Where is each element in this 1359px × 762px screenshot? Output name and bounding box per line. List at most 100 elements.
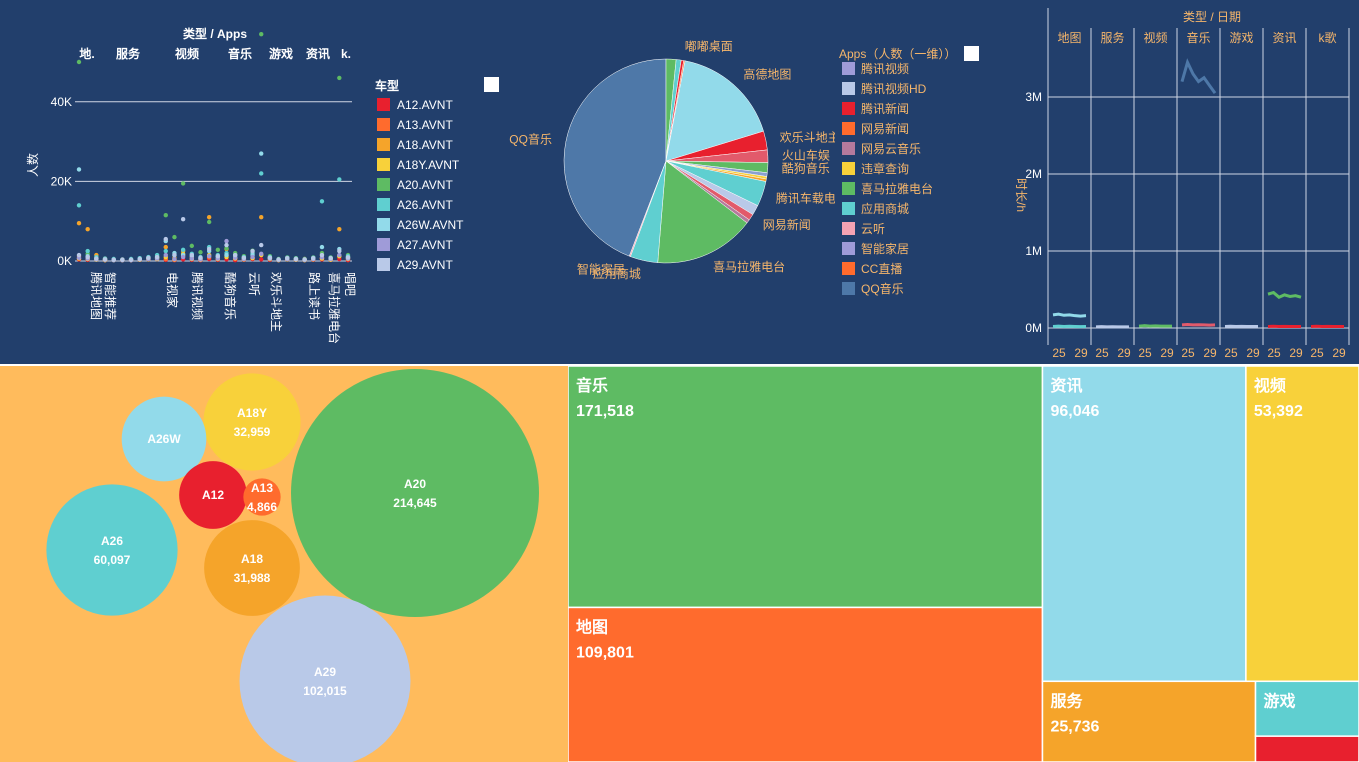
legend-item-label[interactable]: A26.AVNT: [397, 198, 453, 212]
pie-slice-label: 嘟嘟桌面: [685, 40, 733, 54]
legend-swatch: [377, 178, 390, 191]
scatter-point: [163, 213, 168, 218]
lines-facet-label: 资讯: [1272, 31, 1296, 45]
bubble-label: A13: [251, 481, 273, 495]
legend-item-label[interactable]: A18.AVNT: [397, 138, 453, 152]
apps-legend-item-label[interactable]: 喜马拉雅电台: [861, 181, 933, 196]
lines-y-tick-label: 2M: [1025, 167, 1042, 181]
legend-swatch: [377, 238, 390, 251]
pie-slice[interactable]: [628, 160, 667, 257]
apps-legend-item-label[interactable]: CC直播: [861, 262, 902, 276]
treemap-cell[interactable]: [1254, 680, 1359, 737]
treemap-cell[interactable]: [1041, 366, 1247, 683]
scatter-x-tick-label: 酷狗音乐: [223, 272, 238, 320]
scatter-point: [76, 252, 82, 258]
scatter-point: [328, 256, 333, 261]
lines-x-tick-label: 25: [1267, 346, 1281, 360]
bubble[interactable]: [243, 478, 281, 516]
scatter-point: [259, 215, 264, 220]
lines-facet-label: 视频: [1143, 30, 1167, 45]
scatter-point: [198, 255, 203, 261]
pie-slice-label: 应用商城: [593, 266, 641, 281]
bubble[interactable]: [203, 373, 301, 471]
bubble-chart: A20 214,645 A29 102,015 A26 60,097 A18Y 32,959 A…: [46, 369, 539, 762]
scatter-point: [276, 257, 281, 262]
apps-legend-item-label[interactable]: 违章查询: [861, 161, 909, 176]
apps-legend-item-label[interactable]: 网易新闻: [861, 121, 909, 136]
legend-item-label[interactable]: A18Y.AVNT: [397, 158, 460, 172]
apps-legend-item-label[interactable]: 网易云音乐: [861, 141, 921, 156]
scatter-point: [337, 252, 342, 258]
lines-x-tick-label: 29: [1160, 346, 1174, 360]
pie-slice-label: 腾讯车载电台: [776, 190, 835, 205]
lines-series: [1181, 323, 1216, 327]
pie-slice[interactable]: [657, 160, 748, 264]
apps-legend-item-label[interactable]: 应用商城: [861, 201, 909, 216]
apps-legend-item-label[interactable]: 智能家居: [861, 241, 909, 256]
treemap-cell-label: 地图: [576, 617, 608, 636]
apps-legend-item-label[interactable]: 腾讯视频: [861, 61, 909, 76]
apps-legend-item-label[interactable]: 腾讯新闻: [861, 101, 909, 116]
legend-item-label[interactable]: A13.AVNT: [397, 118, 453, 132]
lines-facet-label: 游戏: [1229, 31, 1253, 45]
scatter-facet-label: 游戏: [269, 46, 293, 61]
bubble[interactable]: [239, 595, 411, 762]
bubble[interactable]: [204, 520, 300, 616]
pie-slice-label: QQ音乐: [509, 132, 552, 147]
scatter-x-tick-label: 唱吧: [343, 272, 357, 296]
lines-x-tick-label: 29: [1246, 346, 1260, 360]
scatter-point: [345, 255, 351, 260]
pie-slice-label: 酷狗音乐: [782, 161, 830, 176]
scatter-point: [250, 254, 255, 260]
bubble[interactable]: [121, 396, 207, 482]
legend-swatch: [377, 98, 390, 111]
pie-chart: QQ音乐 嘟嘟桌面高德地图欢乐斗地主火山车娱酷狗音乐腾讯车载电台网易新闻喜马拉雅电…: [509, 40, 835, 282]
treemap-cell[interactable]: [568, 366, 1044, 609]
apps-legend-toggle-box[interactable]: [964, 46, 979, 61]
legend-item-label[interactable]: A20.AVNT: [397, 178, 453, 192]
apps-legend-swatch: [842, 82, 855, 95]
apps-legend-item-label[interactable]: 云听: [861, 222, 885, 236]
apps-legend-item-label[interactable]: 腾讯视频HD: [861, 81, 927, 96]
legend-toggle-box[interactable]: [484, 77, 499, 92]
pie-slice[interactable]: [563, 58, 667, 257]
bubble-label: A20: [404, 477, 426, 491]
scatter-point: [180, 254, 186, 260]
scatter-point: [172, 252, 177, 258]
bubble[interactable]: [46, 484, 178, 616]
scatter-point: [163, 244, 168, 250]
treemap-cell[interactable]: [568, 606, 1044, 762]
pie-slice[interactable]: [665, 60, 764, 162]
apps-legend-item-label[interactable]: QQ音乐: [861, 281, 904, 296]
scatter-title: 类型 / Apps: [183, 26, 247, 41]
lines-x-tick-label: 29: [1289, 346, 1303, 360]
treemap-cell[interactable]: [1041, 680, 1257, 762]
bubble[interactable]: [291, 369, 539, 617]
scatter-y-axis-label: 人数: [25, 153, 40, 177]
lines-y-axis-label: 时长/h: [1014, 178, 1028, 212]
scatter-point: [311, 256, 316, 261]
legend-item-label[interactable]: A27.AVNT: [397, 238, 453, 252]
scatter-y-tick-label: 40K: [51, 95, 72, 109]
apps-legend-swatch: [842, 62, 855, 75]
scatter-point: [259, 171, 264, 176]
scatter-point: [94, 256, 99, 261]
treemap-cell[interactable]: [1245, 366, 1359, 683]
scatter-point: [206, 254, 212, 259]
scatter-point: [293, 256, 299, 262]
scatter-point: [137, 256, 142, 262]
legend-item-label[interactable]: A29.AVNT: [397, 258, 453, 272]
apps-legend-swatch: [842, 122, 855, 135]
scatter-point: [250, 248, 255, 254]
treemap-cell[interactable]: [1254, 735, 1359, 762]
scatter-point: [189, 256, 195, 261]
scatter-point: [259, 151, 264, 156]
legend-swatch: [377, 218, 390, 231]
legend-item-label[interactable]: A26W.AVNT: [397, 218, 464, 232]
legend-item-label[interactable]: A12.AVNT: [397, 98, 453, 112]
bubble[interactable]: [179, 461, 247, 529]
scatter-x-tick-label: 云听: [247, 272, 261, 296]
lines-facet-label: 地图: [1057, 31, 1081, 45]
scatter-facet-label: 视频: [175, 46, 199, 61]
treemap-cell-value: 109,801: [576, 644, 634, 661]
